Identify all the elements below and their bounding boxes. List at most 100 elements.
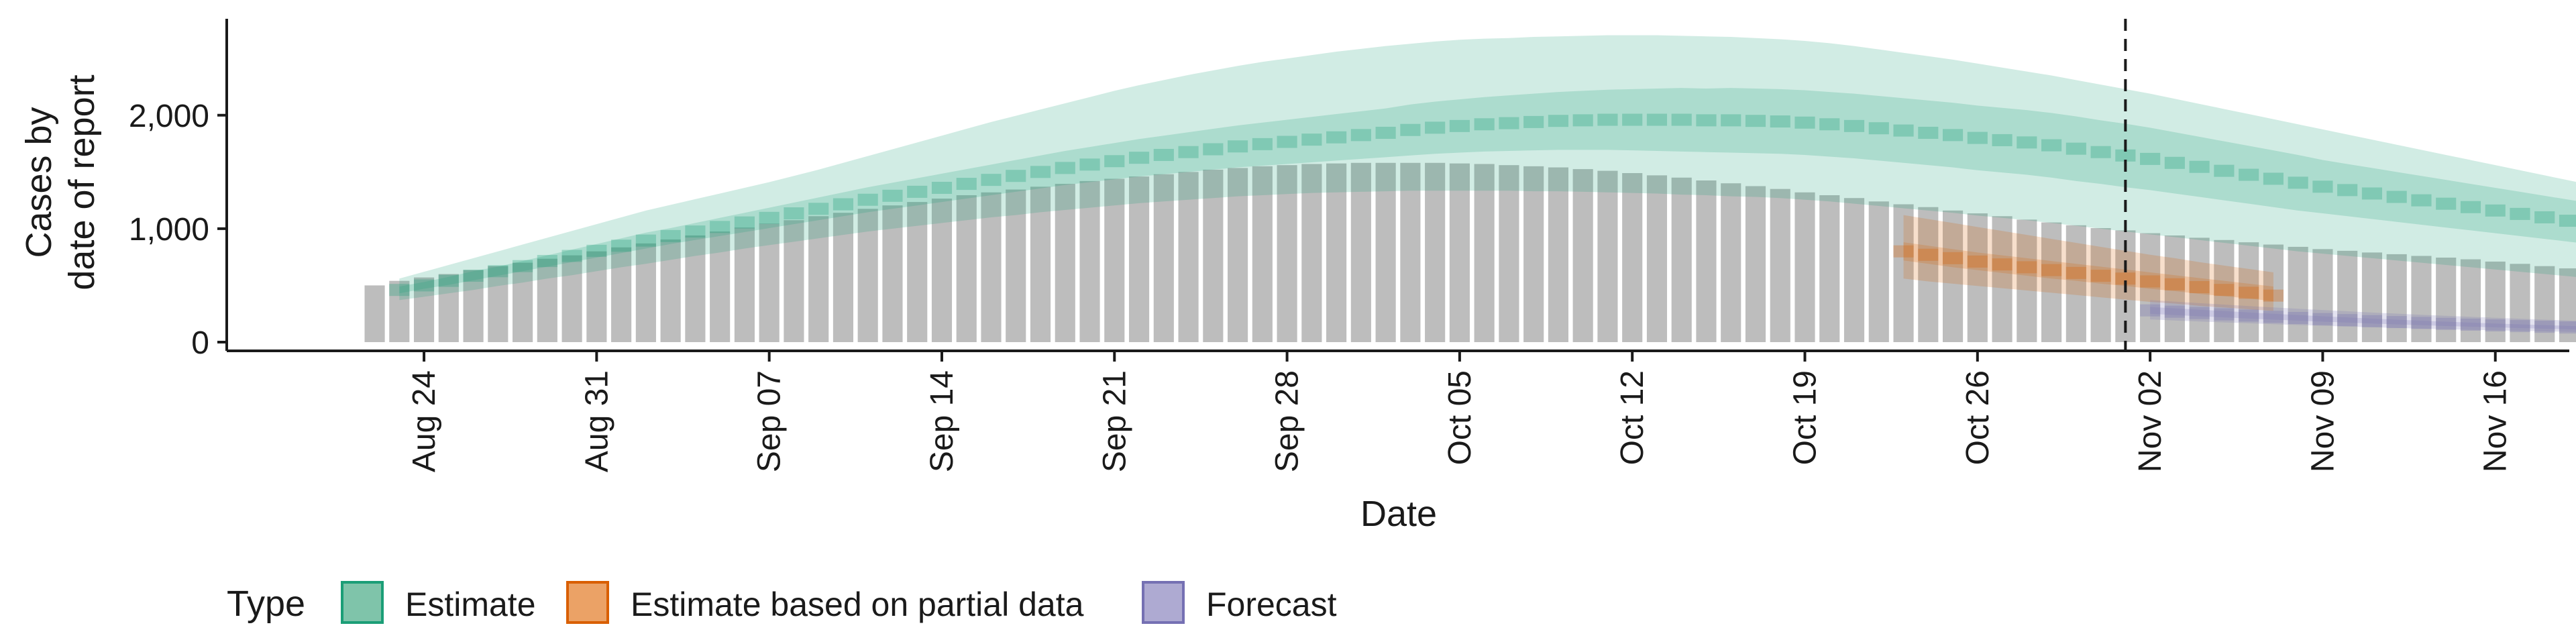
bar (956, 195, 977, 342)
bar (1178, 172, 1199, 342)
band-50-estimate (399, 88, 2576, 294)
bar (1671, 177, 1692, 342)
bar (2361, 252, 2383, 342)
bar (1992, 216, 2012, 342)
legend-item-forecast: Forecast (1142, 581, 1337, 624)
bar (734, 227, 755, 342)
x-tick-label: Nov 02 (2133, 370, 2168, 472)
bar (413, 277, 435, 342)
bar (2263, 244, 2284, 342)
median-mark-estimate (2263, 172, 2284, 185)
median-mark-forecast (2361, 315, 2383, 327)
median-mark-estimate-based-on-partial-data (2140, 275, 2161, 288)
median-mark-estimate-based-on-partial-data (2239, 286, 2259, 299)
median-mark-estimate (1079, 158, 1100, 171)
median-mark-estimate (1819, 118, 1840, 131)
median-mark-estimate (2510, 207, 2530, 220)
bar (1819, 195, 1840, 342)
bar (857, 209, 878, 342)
bar (2090, 228, 2111, 342)
median-mark-estimate-based-on-partial-data (2017, 261, 2037, 274)
median-mark-estimate (611, 239, 632, 252)
bar (1868, 201, 1889, 342)
median-mark-estimate (2140, 152, 2161, 165)
bar (2337, 250, 2358, 342)
median-mark-forecast (2189, 307, 2210, 319)
median-mark-estimate (1548, 115, 1568, 127)
bar (2485, 261, 2506, 342)
median-mark-estimate (1622, 113, 1643, 126)
bar (2140, 233, 2161, 342)
bar (2559, 268, 2576, 342)
median-mark-estimate (1400, 123, 1421, 136)
median-mark-estimate (734, 216, 755, 229)
band-90-forecast (2150, 300, 2576, 332)
bar (2214, 239, 2235, 342)
median-mark-estimate (1326, 131, 1347, 144)
median-mark-estimate (1597, 113, 1618, 126)
band-90-estimate-based-on-partial-data (1903, 215, 2273, 311)
bar (808, 216, 829, 342)
median-mark-estimate (586, 244, 607, 257)
legend-key-forecast (1142, 581, 1185, 624)
bar (1128, 176, 1150, 342)
bar (1843, 198, 1865, 342)
median-mark-estimate (1301, 133, 1322, 146)
bar (907, 202, 928, 342)
median-mark-estimate (635, 234, 656, 247)
median-mark-estimate-based-on-partial-data (2263, 289, 2284, 302)
x-tick-label: Nov 16 (2478, 370, 2514, 472)
median-mark-estimate-based-on-partial-data (1967, 255, 1988, 268)
legend-label-estimate: Estimate (405, 586, 536, 623)
median-mark-estimate (1992, 133, 2012, 146)
median-mark-estimate-based-on-partial-data (2090, 270, 2111, 282)
bar (1622, 173, 1643, 342)
bar (981, 192, 1002, 342)
median-mark-estimate (2090, 146, 2111, 158)
median-mark-estimate-based-on-partial-data (1992, 258, 2012, 271)
bar (2510, 264, 2530, 342)
median-mark-forecast (2312, 313, 2333, 325)
bar (2436, 258, 2457, 342)
bar (1277, 165, 1297, 343)
bar (1326, 163, 1347, 342)
bar (2017, 219, 2037, 342)
x-tick-label: Oct 26 (1960, 370, 1996, 465)
median-mark-forecast (2485, 319, 2506, 332)
median-mark-estimate (1868, 122, 1889, 135)
bar (1079, 180, 1100, 342)
median-mark-estimate (1252, 138, 1273, 150)
median-mark-estimate (1425, 121, 1446, 134)
x-tick-label: Sep 28 (1270, 370, 1305, 472)
median-mark-estimate (2115, 149, 2136, 162)
y-axis-title-line-1: Cases by (19, 107, 59, 258)
bar (2239, 242, 2259, 342)
bar (1252, 166, 1273, 343)
median-mark-estimate (2041, 139, 2062, 152)
median-mark-estimate (956, 178, 977, 191)
median-mark-estimate (1499, 117, 1519, 129)
median-mark-forecast (2263, 311, 2284, 323)
bar (1350, 162, 1371, 343)
median-mark-forecast (2140, 304, 2161, 317)
y-axis-title-line-2: date of report (62, 74, 102, 290)
x-tick-label: Aug 31 (579, 370, 614, 472)
median-mark-forecast (2288, 311, 2308, 324)
bar (1400, 162, 1421, 343)
legend-title: Type (227, 584, 305, 624)
median-mark-forecast (2239, 309, 2259, 322)
bar (389, 280, 410, 342)
bar (2189, 237, 2210, 342)
median-mark-estimate (2337, 184, 2358, 197)
legend: Type Estimate Estimate based on partial … (227, 581, 1337, 624)
x-tick-label: Oct 19 (1788, 370, 1823, 465)
median-mark-estimate (2017, 136, 2037, 149)
bar (1745, 186, 1766, 342)
median-mark-estimate (1918, 126, 1939, 139)
median-mark-estimate-based-on-partial-data (1893, 245, 1914, 258)
median-mark-estimate-based-on-partial-data (2164, 278, 2185, 290)
bar (2312, 249, 2333, 342)
axes-layer (225, 19, 2569, 352)
